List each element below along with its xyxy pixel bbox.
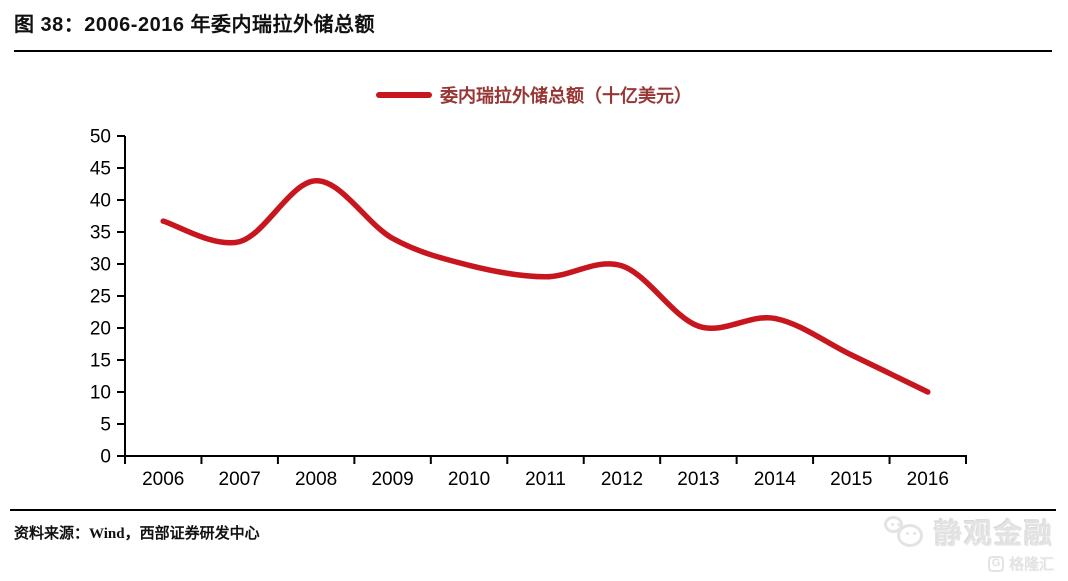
gelonghui-logo-icon: G bbox=[987, 555, 1004, 572]
x-tick-label: 2016 bbox=[907, 469, 949, 490]
y-tick-label: 50 bbox=[90, 127, 111, 148]
x-tick-label: 2009 bbox=[371, 469, 413, 490]
watermark-sub: G 格隆汇 bbox=[884, 553, 1054, 574]
x-tick-label: 2008 bbox=[295, 469, 337, 490]
y-tick-label: 15 bbox=[90, 351, 111, 372]
y-tick-label: 20 bbox=[90, 319, 111, 340]
y-tick-label: 5 bbox=[100, 415, 111, 436]
legend-line-swatch bbox=[376, 92, 432, 98]
y-tick-label: 30 bbox=[90, 255, 111, 276]
wechat-icon bbox=[883, 516, 926, 548]
y-tick-label: 40 bbox=[90, 191, 111, 212]
figure-title: 图 38：2006-2016 年委内瑞拉外储总额 bbox=[14, 14, 376, 36]
x-tick-label: 2010 bbox=[448, 469, 490, 490]
x-tick-label: 2013 bbox=[677, 469, 719, 490]
y-tick-label: 45 bbox=[90, 159, 111, 180]
y-tick-label: 25 bbox=[90, 287, 111, 308]
y-tick-label: 10 bbox=[90, 383, 111, 404]
watermark: 静观金融 G 格隆汇 bbox=[883, 512, 1054, 574]
source-note: 资料来源：Wind，西部证券研发中心 bbox=[14, 526, 260, 542]
chart-legend: 委内瑞拉外储总额（十亿美元） bbox=[0, 82, 1068, 108]
x-tick-label: 2015 bbox=[830, 469, 872, 490]
x-tick-label: 2007 bbox=[219, 469, 261, 490]
x-tick-label: 2012 bbox=[601, 469, 643, 490]
footer-divider bbox=[10, 509, 1056, 511]
legend-label: 委内瑞拉外储总额（十亿美元） bbox=[440, 86, 692, 106]
y-tick-label: 0 bbox=[100, 447, 111, 468]
data-series-line bbox=[160, 178, 931, 395]
x-tick-label: 2011 bbox=[525, 469, 566, 490]
y-tick-label: 35 bbox=[90, 223, 111, 244]
watermark-main: 静观金融 bbox=[883, 512, 1054, 552]
x-tick-label: 2006 bbox=[142, 469, 184, 490]
watermark-title: 静观金融 bbox=[933, 518, 1054, 549]
watermark-subtitle: 格隆汇 bbox=[1008, 556, 1054, 573]
title-divider bbox=[14, 50, 1052, 52]
chat-bubble-icon bbox=[896, 524, 923, 547]
x-tick-label: 2014 bbox=[754, 469, 797, 490]
